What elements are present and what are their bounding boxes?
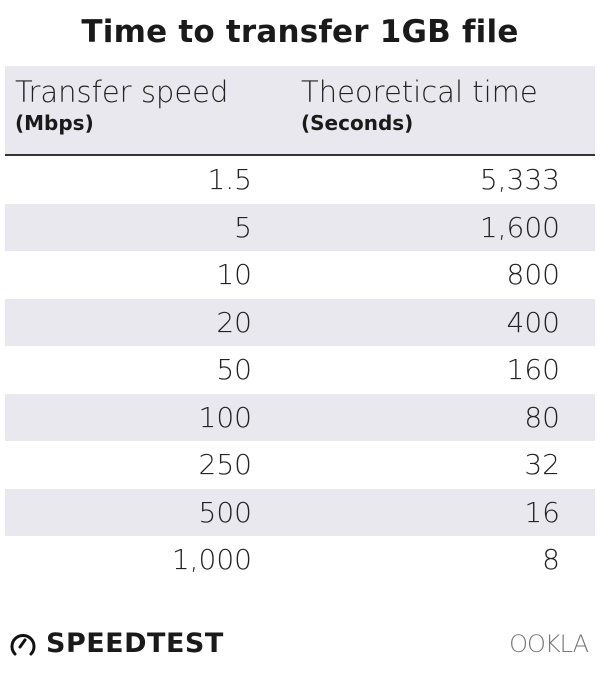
header-unit: (Mbps) <box>15 111 94 135</box>
cell-time: 32 <box>524 448 560 481</box>
cell-time: 5,333 <box>479 163 560 196</box>
table-row: 100 80 <box>5 393 595 441</box>
cell-speed: 10 <box>216 258 252 291</box>
table-row: 500 16 <box>5 488 595 536</box>
cell-time: 16 <box>524 495 560 529</box>
cell-speed: 20 <box>216 305 252 339</box>
cell-speed: 250 <box>198 448 252 481</box>
table-row: 250 32 <box>5 441 595 489</box>
header-transfer-speed: Transfer speed (Mbps) <box>15 74 228 136</box>
transfer-time-table: Transfer speed (Mbps) Theoretical time (… <box>5 66 595 584</box>
header-label: Transfer speed <box>15 75 229 109</box>
table-row: 1.5 5,333 <box>5 156 595 204</box>
ookla-logo: OOKLA <box>509 630 589 658</box>
cell-time: 160 <box>506 353 560 386</box>
table-row: 1,000 8 <box>5 536 595 584</box>
header-theoretical-time: Theoretical time (Seconds) <box>301 74 538 136</box>
cell-speed: 100 <box>198 400 252 434</box>
header-label: Theoretical time <box>301 75 538 109</box>
cell-speed: 50 <box>216 353 252 386</box>
cell-speed: 1,000 <box>171 543 252 576</box>
table-row: 50 160 <box>5 346 595 394</box>
cell-time: 80 <box>524 400 560 434</box>
table-row: 10 800 <box>5 251 595 299</box>
speedtest-wordmark: SPEEDTEST <box>46 628 224 659</box>
cell-speed: 500 <box>198 495 252 529</box>
cell-speed: 5 <box>234 210 252 244</box>
header-unit: (Seconds) <box>301 111 414 135</box>
speedometer-icon <box>10 633 36 655</box>
cell-speed: 1.5 <box>207 163 252 196</box>
table-title: Time to transfer 1GB file <box>81 14 519 50</box>
cell-time: 800 <box>506 258 560 291</box>
table-row: 20 400 <box>5 298 595 346</box>
cell-time: 1,600 <box>479 210 560 244</box>
table-row: 5 1,600 <box>5 203 595 251</box>
speedtest-logo: SPEEDTEST <box>8 628 224 659</box>
table-header: Transfer speed (Mbps) Theoretical time (… <box>5 66 595 156</box>
cell-time: 400 <box>506 305 560 339</box>
cell-time: 8 <box>542 543 560 576</box>
